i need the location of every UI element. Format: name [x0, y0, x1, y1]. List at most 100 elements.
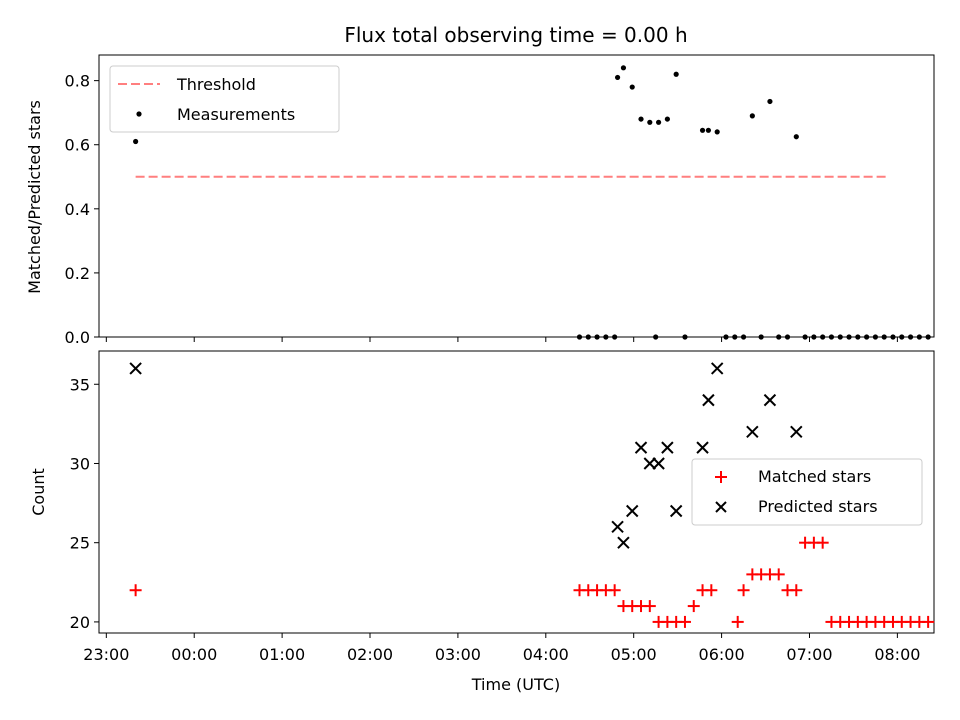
measurement-point: [723, 334, 729, 340]
matched-star-point: [705, 584, 718, 597]
predicted-star-stroke: [626, 504, 639, 518]
x-axis-label: Time (UTC): [471, 675, 560, 694]
bottom-y-tick-label: 20: [70, 613, 90, 632]
measurement-point: [784, 334, 791, 340]
bottom-legend-box: [691, 458, 923, 526]
measurement-point: [614, 74, 621, 81]
predicted-star-point: [611, 520, 624, 534]
measurement-point: [629, 84, 635, 90]
top-y-tick-label: 0.0: [65, 328, 90, 347]
top-y-tick-label: 0.6: [65, 136, 90, 155]
bottom-plot-area: [129, 362, 935, 628]
matched-star-point: [643, 600, 656, 613]
measurement-point: [594, 334, 600, 340]
predicted-star-stroke: [661, 441, 674, 454]
axis-ticks: 0.0 0.2 0.4 0.6 0.8 20 25 30 35 23:00 00:00 01:00 02…: [65, 72, 921, 664]
matched-stars-legend-swatch: [715, 471, 727, 483]
predicted-stars-legend-swatch: [715, 501, 727, 513]
predicted-star-point: [669, 504, 683, 518]
top-y-tick-label: 0.4: [65, 200, 90, 219]
measurement-point: [793, 134, 799, 140]
measurement-point: [576, 334, 583, 340]
x-tick-label: 07:00: [786, 645, 832, 664]
bottom-y-tick-label: 25: [70, 534, 90, 553]
top-y-tick-label: 0.8: [65, 72, 90, 91]
bottom-y-tick-label: 35: [70, 375, 90, 394]
x-tick-label: 03:00: [435, 645, 481, 664]
predicted-star-stroke: [129, 362, 142, 375]
matched-star-point: [772, 568, 785, 581]
measurement-point: [655, 119, 662, 125]
top-y-axis-label: Matched/Predicted stars: [25, 100, 44, 294]
x-tick-label: 04:00: [523, 645, 569, 664]
predicted-star-stroke: [643, 457, 657, 470]
measurement-point: [638, 116, 644, 122]
measurement-point: [864, 334, 870, 340]
measurement-point: [828, 334, 835, 340]
matched-star-point: [790, 584, 803, 597]
measurement-point: [916, 334, 922, 340]
matched-star-point: [922, 615, 935, 628]
predicted-star-point: [702, 393, 715, 407]
matched-stars-legend-label: Matched stars: [758, 467, 871, 486]
measurements-legend-label: Measurements: [177, 105, 295, 124]
bottom-y-tick-label: 30: [70, 454, 90, 473]
predicted-star-point: [790, 425, 803, 439]
measurement-point: [714, 129, 720, 135]
predicted-star-stroke: [702, 393, 715, 407]
x-tick-label: 01:00: [259, 645, 305, 664]
predicted-star-point: [129, 362, 142, 375]
measurement-point: [673, 71, 679, 77]
measurement-point: [890, 334, 896, 340]
matched-star-point: [678, 615, 691, 628]
measurement-point: [907, 334, 914, 340]
x-tick-label: 23:00: [83, 645, 129, 664]
x-tick-label: 02:00: [347, 645, 393, 664]
top-y-tick-label: 0.2: [65, 264, 90, 283]
predicted-star-stroke: [790, 425, 803, 439]
measurement-point: [664, 116, 670, 122]
threshold-legend-label: Threshold: [176, 75, 256, 94]
predicted-star-point: [643, 457, 657, 470]
measurement-point: [699, 127, 706, 133]
measurement-point: [872, 334, 879, 340]
measurement-point: [899, 334, 905, 340]
matched-star-point: [608, 584, 621, 597]
top-legend: Threshold Measurements: [109, 65, 340, 133]
predicted-star-stroke: [652, 457, 665, 470]
predicted-star-point: [617, 536, 630, 549]
x-tick-label: 00:00: [171, 645, 217, 664]
measurement-point: [749, 113, 755, 119]
predicted-star-point: [626, 504, 639, 518]
measurement-point: [620, 65, 627, 71]
measurement-point: [133, 138, 139, 145]
top-legend-box: [109, 65, 340, 133]
matched-star-point: [737, 584, 750, 597]
measurement-point: [647, 119, 653, 125]
measurement-point: [653, 334, 659, 340]
predicted-stars-legend-label: Predicted stars: [758, 497, 878, 516]
x-tick-label: 06:00: [699, 645, 745, 664]
measurement-point: [682, 334, 688, 340]
measurement-point: [855, 334, 861, 340]
measurement-point: [802, 334, 808, 340]
matched-star-point: [816, 536, 829, 549]
measurement-point: [811, 334, 817, 340]
predicted-star-point: [634, 441, 648, 454]
predicted-star-stroke: [634, 441, 648, 454]
predicted-star-point: [763, 393, 777, 407]
measurement-point: [881, 334, 887, 340]
measurement-point: [758, 334, 764, 340]
chart-title: Flux total observing time = 0.00 h: [344, 23, 687, 47]
measurement-point: [612, 334, 618, 340]
predicted-star-stroke: [763, 393, 777, 407]
predicted-star-point: [746, 425, 759, 439]
matched-star-point: [129, 584, 142, 597]
x-tick-label: 08:00: [874, 645, 920, 664]
matched-star-point: [731, 615, 744, 628]
top-plot-area: [133, 65, 931, 340]
measurement-point: [740, 334, 747, 340]
x-tick-label: 05:00: [611, 645, 657, 664]
measurement-point: [925, 334, 931, 340]
